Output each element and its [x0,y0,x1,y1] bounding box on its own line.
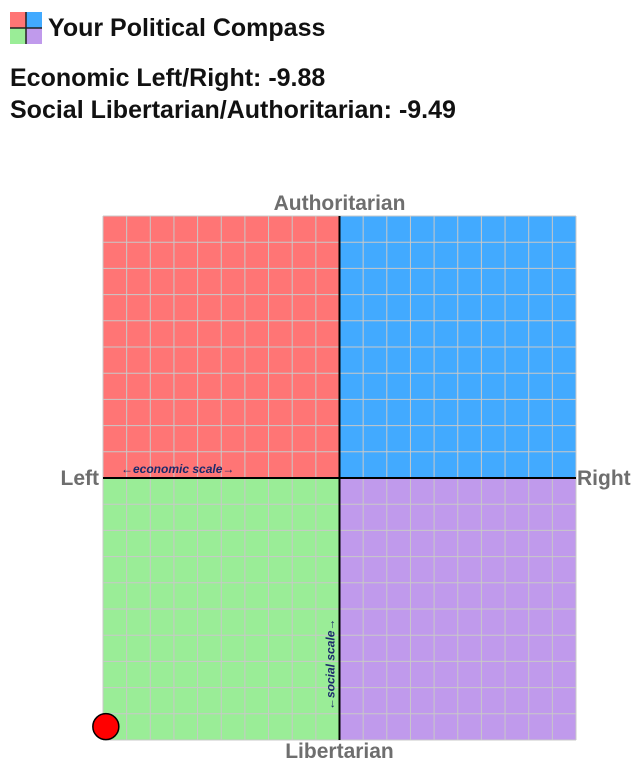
points [92,712,120,741]
political-compass-logo-icon [10,12,42,44]
economic-scale-label: ←economic scale→ [121,462,234,476]
social-scale-label: ←social scale→ [324,619,338,710]
social-score: Social Libertarian/Authoritarian: -9.49 [10,96,456,124]
axes [103,216,576,740]
axis-label-libertarian: Libertarian [285,740,394,763]
axis-label-authoritarian: Authoritarian [274,192,406,215]
app-title: Your Political Compass [48,13,326,42]
axis-label-right: Right [577,467,631,490]
axis-label-left: Left [61,467,100,490]
result-point [92,712,120,741]
header: Your Political Compass [10,10,325,46]
economic-score: Economic Left/Right: -9.88 [10,64,326,92]
